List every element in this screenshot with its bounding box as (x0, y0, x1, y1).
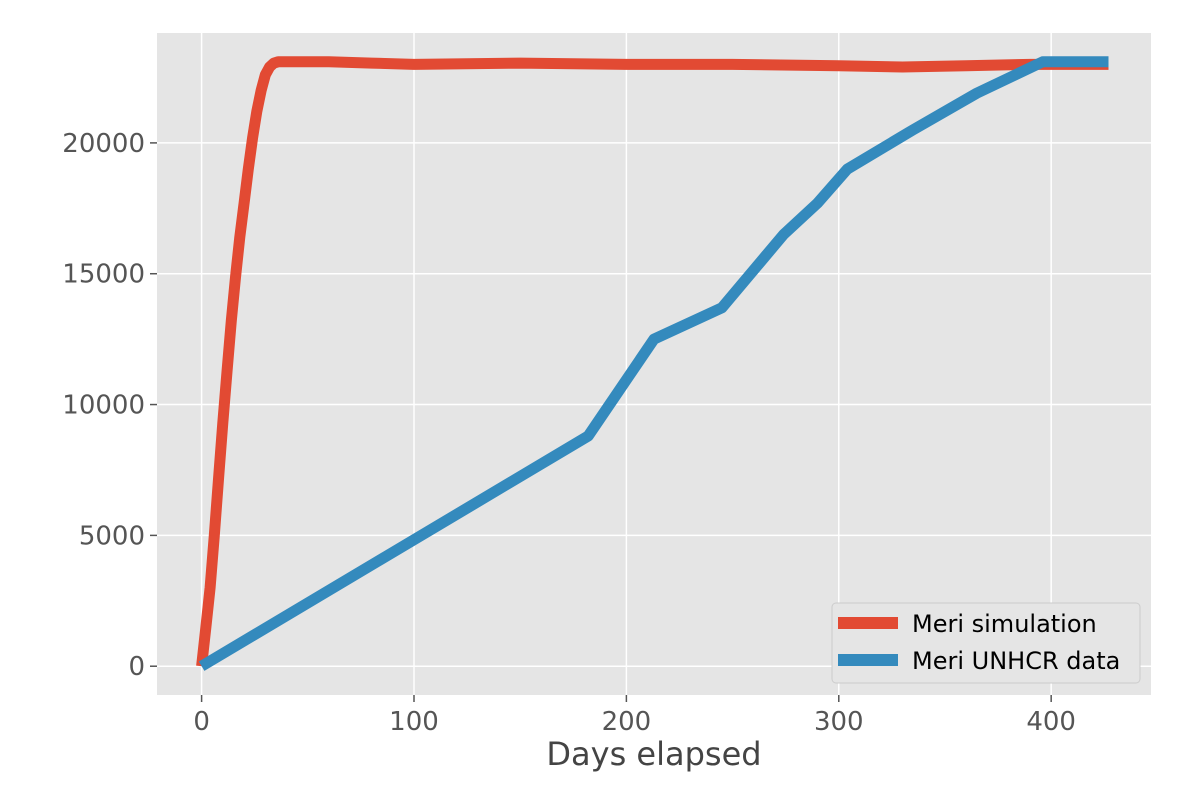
x-tick-label-100: 100 (389, 707, 439, 737)
x-tick-label-0: 0 (193, 707, 210, 737)
y-tick-label-20000: 20000 (62, 129, 145, 159)
y-tick-label-10000: 10000 (62, 391, 145, 421)
x-tick-label-200: 200 (602, 707, 652, 737)
plot-area (157, 33, 1151, 695)
x-axis-title: Days elapsed (546, 735, 761, 773)
y-tick-label-15000: 15000 (62, 260, 145, 290)
legend-label-meri-simulation: Meri simulation (912, 610, 1097, 638)
legend: Meri simulation Meri UNHCR data (831, 602, 1141, 684)
legend-label-meri-unhcr-data: Meri UNHCR data (912, 647, 1120, 675)
series-line-meri-unhcr-data (198, 56, 1109, 671)
y-tick-label-0: 0 (128, 652, 145, 682)
tick-labels: 0 100 200 300 400 0 5000 10000 15000 20000 (62, 129, 1076, 737)
x-tick-label-300: 300 (814, 707, 864, 737)
grid (157, 33, 1151, 695)
series-line-meri-simulation (196, 56, 1109, 667)
x-tick-label-400: 400 (1026, 707, 1076, 737)
series-layer (196, 56, 1109, 671)
y-tick-label-5000: 5000 (79, 521, 145, 551)
legend-box (831, 602, 1141, 684)
